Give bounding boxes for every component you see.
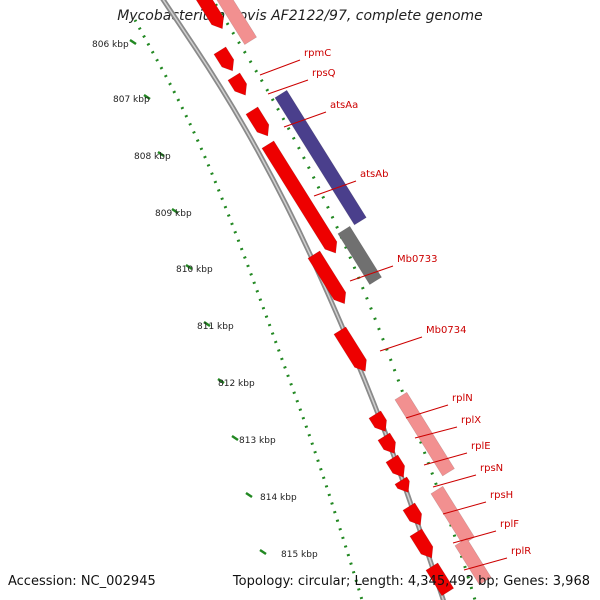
accession-text: Accession: NC_002945 <box>8 574 156 589</box>
scale-label-812: 812 kbp <box>218 379 255 389</box>
leader-line-atsAa <box>283 111 327 128</box>
gene-label-rplX: rplX <box>461 415 481 426</box>
gene-label-rpmC: rpmC <box>304 48 331 59</box>
gene-block-rplE <box>385 454 406 478</box>
gene-block-rpsN <box>394 476 410 493</box>
leader-line-rplE <box>423 452 468 466</box>
gene-block-rpsQ <box>213 46 235 72</box>
feature-atsA-region <box>274 89 367 226</box>
backbone-highlight <box>162 0 445 600</box>
scale-tick-810 <box>185 263 193 271</box>
leader-line-rplR <box>463 557 508 571</box>
scale-tick-806 <box>129 38 137 46</box>
gene-block-1 <box>195 0 224 30</box>
gene-label-rpsQ: rpsQ <box>312 68 336 79</box>
gene-block-rplR <box>425 562 455 597</box>
scale-tick-807 <box>143 93 151 101</box>
gene-block-Mb0733 <box>307 250 347 305</box>
scale-tick-812 <box>217 377 225 385</box>
leader-line-rplF <box>452 530 497 544</box>
gene-label-rpsH: rpsH <box>490 490 513 501</box>
scale-label-810: 810 kbp <box>176 265 213 275</box>
gene-label-rplF: rplF <box>500 519 519 530</box>
leader-line-Mb0734 <box>379 336 423 352</box>
scale-label-814: 814 kbp <box>260 493 297 503</box>
leader-line-atsAb <box>313 180 357 197</box>
genes-count-text: Genes: 3,968 <box>503 574 590 589</box>
gene-block-Mb0734 <box>333 326 367 372</box>
feature-Mb0733 <box>337 225 383 286</box>
gene-block-rplN <box>368 410 387 432</box>
scale-label-811: 811 kbp <box>197 322 234 332</box>
backbone-layer <box>160 0 446 600</box>
scale-label-809: 809 kbp <box>155 209 192 219</box>
gene-block-rplX <box>377 432 396 454</box>
scale-tick-808 <box>157 150 165 158</box>
gene-block-rplF <box>409 528 434 559</box>
scale-label-807: 807 kbp <box>113 95 150 105</box>
gene-block-atsAa <box>245 106 270 137</box>
feature-rpl-faint-2 <box>430 485 476 546</box>
leader-line-rpmC <box>259 59 301 76</box>
gene-label-rplR: rplR <box>511 546 531 557</box>
gene-label-atsAb: atsAb <box>360 169 388 180</box>
gene-block-rpmC <box>216 0 258 46</box>
scale-tick-813 <box>231 434 239 442</box>
inner-scale-dots <box>133 19 364 600</box>
gene-label-rpsN: rpsN <box>480 463 503 474</box>
gene-block-rpsH <box>402 502 423 526</box>
scale-tick-814 <box>245 491 253 499</box>
scale-label-813: 813 kbp <box>239 436 276 446</box>
backbone-line <box>160 0 446 600</box>
scale-tick-811 <box>203 320 211 328</box>
leader-line-rpsN <box>432 474 477 488</box>
leader-line-rplN <box>405 404 449 419</box>
feature-rpl-faint-3 <box>454 537 492 586</box>
leader-line-Mb0733 <box>349 265 394 282</box>
gene-label-rplN: rplN <box>452 393 473 404</box>
length-text: Length: 4,345,492 bp <box>354 574 495 589</box>
gene-block-atsAb <box>261 140 338 254</box>
scale-tick-809 <box>171 207 179 215</box>
scale-label-815: 815 kbp <box>281 550 318 560</box>
leader-line-rpsQ <box>267 79 309 95</box>
feature-rpl-faint-1 <box>394 391 455 477</box>
gene-label-Mb0733: Mb0733 <box>397 254 437 265</box>
scale-tick-815 <box>259 548 267 556</box>
gene-label-Mb0734: Mb0734 <box>426 325 466 336</box>
feature-layer <box>195 0 492 597</box>
genome-summary: Topology: circular; Length: 4,345,492 bp… <box>232 574 590 589</box>
topology-text: Topology: circular <box>232 574 346 589</box>
scale-label-808: 808 kbp <box>134 152 171 162</box>
leader-line-rpsH <box>442 501 487 515</box>
gene-label-atsAa: atsAa <box>330 100 358 111</box>
scale-label-806: 806 kbp <box>92 40 129 50</box>
gene-block-3 <box>227 72 248 96</box>
leader-line-rplX <box>414 426 458 439</box>
gene-label-rplE: rplE <box>471 441 491 452</box>
label-layer: rpmC rpsQ atsAa atsAb Mb0733 Mb0734 rplN rplX rp… <box>259 48 531 571</box>
